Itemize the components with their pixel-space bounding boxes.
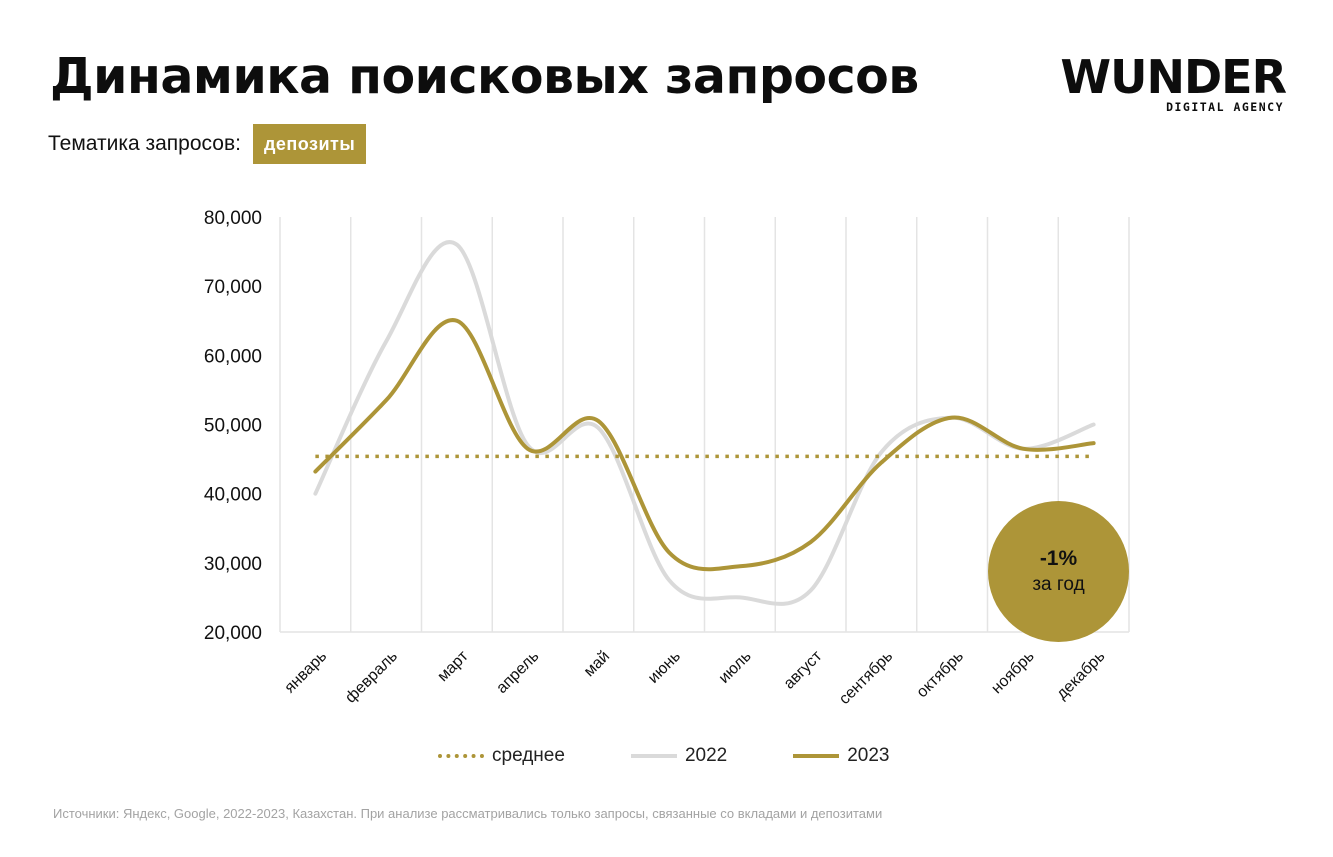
source-note: Источники: Яндекс, Google, 2022-2023, Ка…: [53, 806, 883, 821]
legend-swatch-average: [438, 754, 484, 758]
legend-swatch-2022: [630, 754, 677, 758]
x-tick-label: октябрь: [914, 648, 967, 701]
legend-label-2023: 2023: [847, 745, 890, 766]
x-tick-label: февраль: [342, 648, 401, 707]
y-tick-label: 40,000: [204, 485, 262, 506]
topic-label: Тематика запросов:: [48, 132, 241, 155]
page-title: Динамика поисковых запросов: [50, 48, 919, 105]
yearly-change-badge: -1% за год: [988, 501, 1129, 642]
legend-item-average: среднее: [438, 745, 565, 767]
y-tick-label: 70,000: [204, 277, 262, 298]
x-tick-label: январь: [281, 648, 330, 697]
x-tick-label: август: [781, 647, 826, 692]
legend-label-2022: 2022: [684, 745, 728, 766]
topic-badge: депозиты: [252, 124, 367, 164]
y-tick-label: 50,000: [204, 416, 262, 437]
legend-label-average: среднее: [492, 745, 565, 766]
x-tick-label: июль: [716, 648, 755, 687]
y-tick-label: 30,000: [204, 554, 262, 575]
logo-wordmark: WUNDER: [1060, 50, 1287, 104]
legend-swatch-2023: [793, 754, 840, 758]
y-tick-label: 20,000: [204, 623, 262, 644]
x-tick-label: март: [434, 647, 472, 685]
badge-label: за год: [1032, 573, 1085, 595]
topic-row: Тематика запросов: депозиты: [48, 124, 367, 164]
x-tick-label: сентябрь: [836, 648, 896, 708]
y-tick-label: 60,000: [204, 346, 262, 367]
legend-item-2023: 2023: [793, 745, 890, 767]
brand-logo: WUNDER DIGITAL AGENCY: [1052, 50, 1287, 116]
series-line-2023: [313, 318, 1096, 572]
logo-tagline: DIGITAL AGENCY: [1166, 100, 1284, 114]
badge-value: -1%: [1039, 546, 1078, 570]
x-tick-label: май: [581, 648, 613, 680]
x-tick-label: июнь: [645, 648, 684, 687]
legend-item-2022: 2022: [630, 745, 728, 767]
chart-legend: среднее 2022 2023: [438, 745, 890, 767]
x-tick-label: апрель: [493, 648, 542, 697]
y-tick-label: 80,000: [204, 208, 262, 229]
x-tick-label: ноябрь: [988, 648, 1037, 697]
x-tick-label: декабрь: [1053, 648, 1108, 703]
